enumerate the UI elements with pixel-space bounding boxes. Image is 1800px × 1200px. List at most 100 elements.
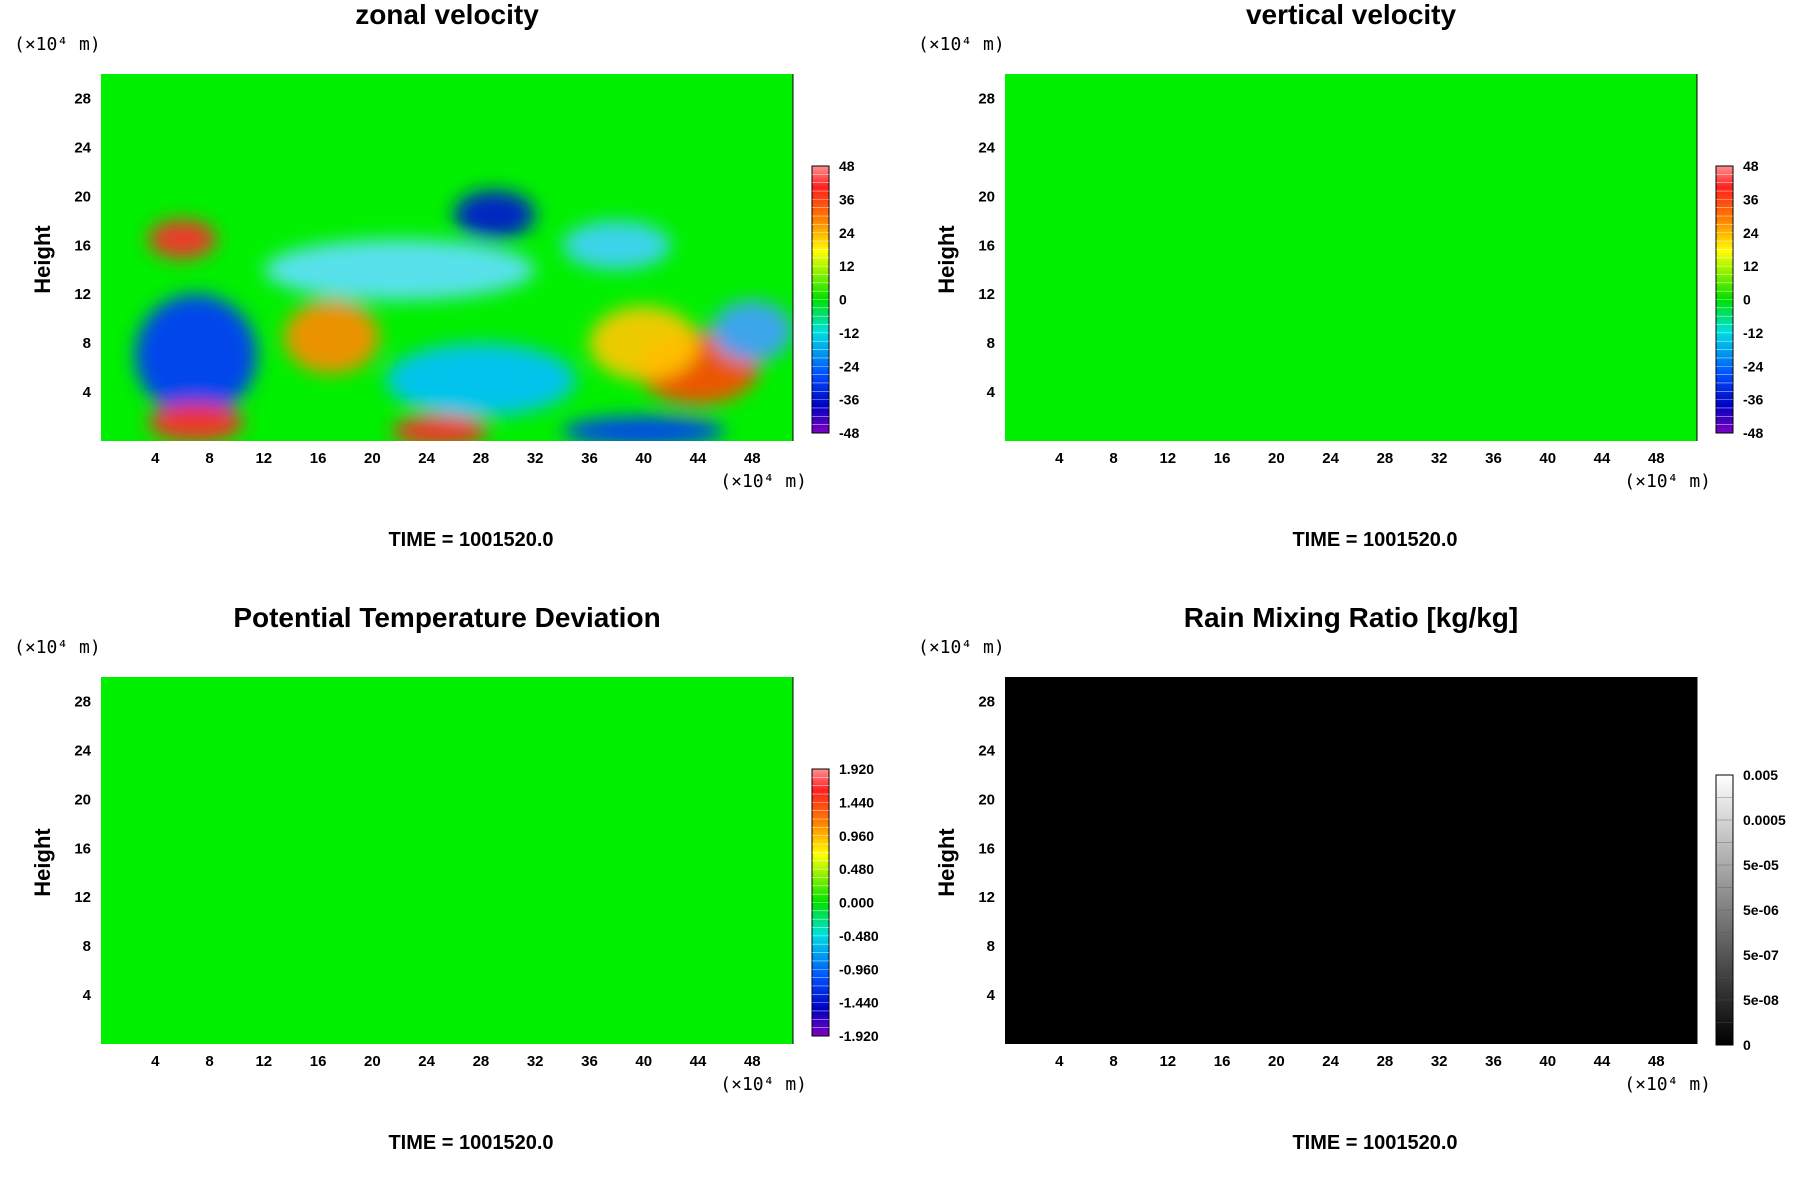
- y-tick-label: 12: [74, 889, 91, 906]
- colorbar-tick-label: 48: [1743, 158, 1759, 174]
- field-feature-8: [148, 219, 217, 259]
- x-tick-label: 16: [310, 1053, 327, 1070]
- field-layer: [134, 190, 793, 441]
- y-tick-label: 24: [74, 139, 91, 156]
- y-tick-label: 8: [83, 938, 91, 955]
- x-tick-label: 40: [635, 450, 652, 467]
- x-tick-label: 28: [473, 450, 490, 467]
- y-tick-label: 12: [74, 286, 91, 303]
- field-feature-4: [284, 300, 380, 374]
- x-tick-label: 28: [473, 1053, 490, 1070]
- x-tick-label: 44: [690, 450, 707, 467]
- plot-background: [101, 677, 793, 1044]
- colorbar-tick-label: 36: [1743, 191, 1759, 207]
- colorbar-tick-label: -1.920: [839, 1028, 879, 1044]
- y-tick-label: 4: [987, 987, 996, 1004]
- y-tick-label: 12: [978, 889, 995, 906]
- x-tick-label: 20: [1268, 450, 1285, 467]
- field-feature-2: [148, 403, 244, 441]
- y-tick-label: 20: [74, 188, 91, 205]
- y-tick-label: 4: [987, 384, 996, 401]
- colorbar-tick-label: -12: [839, 325, 859, 341]
- panel-2: vertical velocity(×10⁴ m)4 8 12 16 20 24 28 32 3…: [918, 0, 1763, 551]
- x-tick-label: 24: [418, 1053, 435, 1070]
- colorbar-tick-label: 0.000: [839, 895, 874, 911]
- x-tick-label: 36: [1485, 450, 1502, 467]
- x-tick-label: 32: [527, 1053, 544, 1070]
- x-tick-label: 8: [205, 450, 213, 467]
- field-feature-3: [392, 415, 488, 441]
- y-tick-label: 28: [978, 90, 995, 107]
- x-tick-label: 28: [1377, 450, 1394, 467]
- x-tick-label: 12: [255, 450, 272, 467]
- colorbar-tick-label: -24: [1743, 358, 1763, 374]
- x-tick-label: 4: [1055, 450, 1064, 467]
- y-tick-label: 24: [978, 139, 995, 156]
- field-feature-11: [711, 300, 793, 362]
- x-tick-label: 40: [635, 1053, 652, 1070]
- x-tick-label: 12: [1159, 1053, 1176, 1070]
- y-tick-label: 20: [978, 188, 995, 205]
- x-tick-label: 48: [744, 450, 761, 467]
- field-feature-1: [134, 294, 258, 417]
- chart-title: Potential Temperature Deviation: [233, 602, 660, 633]
- colorbar-tick-label: -36: [1743, 392, 1763, 408]
- x-tick-label: 16: [310, 450, 327, 467]
- time-label: TIME = 1001520.0: [1292, 1132, 1457, 1154]
- x-tick-label: 48: [744, 1053, 761, 1070]
- y-axis-label: Height: [30, 225, 55, 294]
- colorbar-tick-label: 5e-06: [1743, 902, 1779, 918]
- x-tick-label: 16: [1214, 1053, 1231, 1070]
- y-axis-label: Height: [934, 225, 959, 294]
- y-tick-label: 16: [978, 237, 995, 254]
- colorbar-tick-label: 0.005: [1743, 767, 1778, 783]
- x-tick-label: 44: [690, 1053, 707, 1070]
- colorbar-tick-label: 12: [839, 258, 855, 274]
- plot-background: [1005, 677, 1697, 1044]
- y-tick-label: 28: [978, 693, 995, 710]
- time-label: TIME = 1001520.0: [388, 529, 553, 551]
- field-feature-13: [562, 220, 671, 270]
- y-tick-label: 16: [978, 840, 995, 857]
- x-tick-label: 8: [1109, 450, 1117, 467]
- colorbar-tick-label: 36: [839, 191, 855, 207]
- colorbar-tick-label: 0.960: [839, 828, 874, 844]
- x-tick-label: 36: [581, 1053, 598, 1070]
- y-tick-label: 24: [978, 742, 995, 759]
- colorbar-tick-label: -36: [839, 392, 859, 408]
- field-feature-10: [562, 416, 726, 441]
- time-label: TIME = 1001520.0: [1292, 529, 1457, 551]
- panel-3: Potential Temperature Deviation (×10⁴ m) 4…: [14, 602, 879, 1154]
- colorbar-tick-label: -1.440: [839, 995, 879, 1011]
- x-tick-label: 28: [1377, 1053, 1394, 1070]
- field-feature-9: [385, 343, 576, 417]
- y-scale-label: (×10⁴ m): [918, 34, 1005, 55]
- colorbar-tick-label: 0: [1743, 292, 1751, 308]
- x-scale-label: (×10⁴ m): [720, 471, 807, 492]
- y-axis-label: Height: [30, 828, 55, 897]
- colorbar-tick-label: -48: [839, 425, 859, 441]
- x-tick-label: 4: [151, 1053, 160, 1070]
- colorbar-tick-label: 0: [839, 292, 847, 308]
- colorbar-tick-label: 24: [839, 225, 855, 241]
- plot-background: [1005, 74, 1697, 441]
- x-tick-label: 20: [1268, 1053, 1285, 1070]
- x-tick-label: 4: [1055, 1053, 1064, 1070]
- x-tick-label: 24: [1322, 1053, 1339, 1070]
- colorbar-tick-label: 5e-07: [1743, 947, 1779, 963]
- colorbar-tick-label: 5e-08: [1743, 992, 1779, 1008]
- x-tick-label: 12: [1159, 450, 1176, 467]
- colorbar-tick-label: 0.0005: [1743, 812, 1786, 828]
- y-tick-label: 4: [83, 987, 92, 1004]
- y-tick-label: 8: [83, 335, 91, 352]
- colorbar-tick-label: -24: [839, 358, 859, 374]
- colorbar-tick-label: 0: [1743, 1037, 1751, 1053]
- chart-title: Rain Mixing Ratio [kg/kg]: [1184, 602, 1518, 633]
- x-tick-label: 32: [1431, 450, 1448, 467]
- colorbar-tick-label: 1.440: [839, 794, 874, 810]
- y-tick-label: 28: [74, 693, 91, 710]
- x-tick-label: 20: [364, 450, 381, 467]
- y-scale-label: (×10⁴ m): [14, 637, 101, 658]
- x-tick-label: 8: [1109, 1053, 1117, 1070]
- y-tick-label: 8: [987, 938, 995, 955]
